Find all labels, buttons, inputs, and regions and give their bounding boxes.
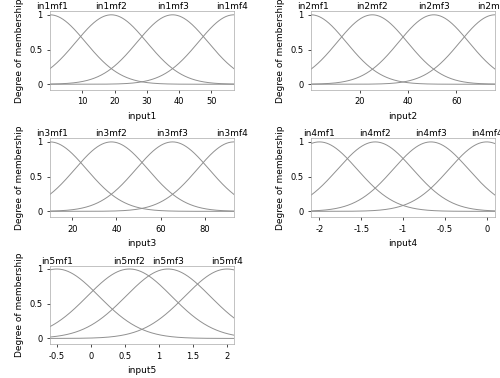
- Text: in2mf1: in2mf1: [297, 2, 329, 11]
- Y-axis label: Degree of membership: Degree of membership: [276, 125, 285, 230]
- Text: in2mf3: in2mf3: [418, 2, 450, 11]
- X-axis label: input5: input5: [128, 366, 156, 375]
- Text: in4mf2: in4mf2: [360, 129, 391, 138]
- Text: in3mf2: in3mf2: [96, 129, 127, 138]
- Text: in5mf4: in5mf4: [211, 257, 243, 265]
- Text: in3mf1: in3mf1: [36, 129, 68, 138]
- Text: in1mf4: in1mf4: [216, 2, 248, 11]
- Text: in4mf4: in4mf4: [471, 129, 500, 138]
- Text: in5mf3: in5mf3: [152, 257, 184, 265]
- Text: in3mf3: in3mf3: [156, 129, 188, 138]
- Text: in3mf4: in3mf4: [216, 129, 248, 138]
- Text: in4mf1: in4mf1: [304, 129, 336, 138]
- Text: in5mf2: in5mf2: [114, 257, 146, 265]
- Text: in2mf2: in2mf2: [356, 2, 388, 11]
- X-axis label: input4: input4: [388, 239, 418, 248]
- Y-axis label: Degree of membership: Degree of membership: [14, 253, 24, 357]
- Text: in2mf4: in2mf4: [478, 2, 500, 11]
- Text: in1mf2: in1mf2: [96, 2, 127, 11]
- Y-axis label: Degree of membership: Degree of membership: [276, 0, 285, 103]
- X-axis label: input1: input1: [128, 112, 156, 121]
- X-axis label: input3: input3: [128, 239, 156, 248]
- Text: in4mf3: in4mf3: [415, 129, 447, 138]
- X-axis label: input2: input2: [388, 112, 418, 121]
- Text: in5mf1: in5mf1: [41, 257, 72, 265]
- Text: in1mf3: in1mf3: [156, 2, 188, 11]
- Y-axis label: Degree of membership: Degree of membership: [14, 125, 24, 230]
- Y-axis label: Degree of membership: Degree of membership: [14, 0, 24, 103]
- Text: in1mf1: in1mf1: [36, 2, 68, 11]
